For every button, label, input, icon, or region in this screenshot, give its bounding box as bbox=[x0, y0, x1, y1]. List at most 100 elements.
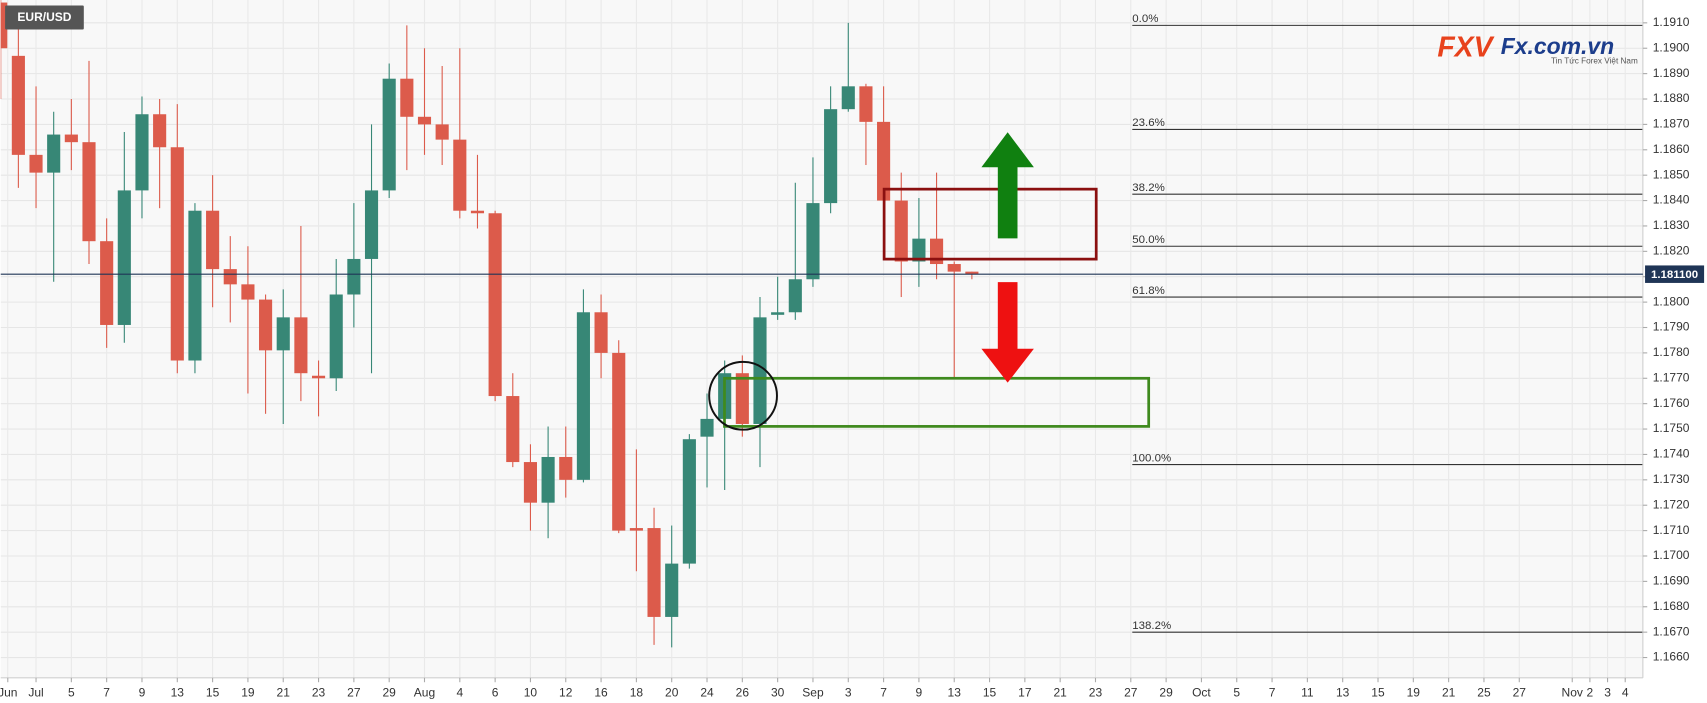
candle-body bbox=[947, 264, 961, 272]
x-tick-label: 10 bbox=[524, 685, 538, 699]
x-tick-label: 17 bbox=[1018, 685, 1032, 699]
y-tick-label: 1.1670 bbox=[1653, 624, 1690, 638]
x-tick-label: 30 bbox=[771, 685, 785, 699]
last-price-label: 1.181100 bbox=[1651, 269, 1698, 281]
fib-label: 23.6% bbox=[1132, 117, 1165, 129]
annotation-layer bbox=[708, 132, 1151, 431]
fib-layer: 0.0% 23.6% 38.2% 50.0% 61.8% 100.0% 138.2% bbox=[1132, 13, 1643, 633]
candle-body bbox=[735, 373, 749, 424]
symbol-badge bbox=[5, 5, 84, 30]
x-tick-label: 20 bbox=[665, 685, 679, 699]
candle-body bbox=[276, 317, 290, 351]
x-tick-label: 13 bbox=[948, 685, 962, 699]
x-tick-label: 21 bbox=[1053, 685, 1067, 699]
candle-body bbox=[0, 2, 8, 49]
y-tick-label: 1.1740 bbox=[1653, 447, 1690, 461]
x-tick-label: 4 bbox=[1622, 685, 1629, 699]
candle-body bbox=[859, 86, 873, 122]
x-tick-label: 27 bbox=[1513, 685, 1527, 699]
candle-body bbox=[206, 210, 220, 270]
candle-body bbox=[82, 142, 96, 242]
x-tick-label: 23 bbox=[312, 685, 326, 699]
candle-body bbox=[347, 258, 361, 295]
y-tick-label: 1.1750 bbox=[1653, 421, 1690, 435]
candle-body bbox=[47, 134, 61, 173]
candle-body bbox=[576, 312, 590, 480]
logo-brand: FXV bbox=[1437, 32, 1494, 64]
plot-area bbox=[0, 0, 1643, 678]
candle-body bbox=[559, 456, 573, 480]
x-tick-label: 2 bbox=[1587, 685, 1594, 699]
candle-body bbox=[806, 203, 820, 280]
y-tick-label: 1.1820 bbox=[1653, 244, 1690, 258]
x-tick-label: 9 bbox=[139, 685, 146, 699]
candle-body bbox=[64, 134, 78, 143]
candle-body bbox=[912, 238, 926, 262]
candle-body bbox=[417, 116, 432, 125]
x-tick-label: 23 bbox=[1089, 685, 1103, 699]
fib-label: 61.8% bbox=[1132, 285, 1165, 297]
fib-label: 138.2% bbox=[1132, 620, 1171, 632]
x-tick-label: 21 bbox=[277, 685, 291, 699]
candle-body bbox=[877, 121, 891, 201]
x-tick-label: 9 bbox=[916, 685, 923, 699]
logo: FXV Fx.com.vn Tin Tức Forex Việt Nam bbox=[1437, 32, 1638, 66]
logo-site: Fx.com.vn bbox=[1501, 33, 1614, 59]
candle-body bbox=[135, 114, 149, 191]
candle-body bbox=[329, 294, 343, 379]
candle-body bbox=[29, 154, 43, 173]
candle-body bbox=[788, 279, 802, 313]
x-tick-label: Oct bbox=[1192, 685, 1211, 699]
y-tick-label: 1.1760 bbox=[1653, 396, 1690, 410]
y-tick-label: 1.1790 bbox=[1653, 320, 1690, 334]
candle-body bbox=[682, 439, 696, 564]
x-tick-label: 27 bbox=[347, 685, 361, 699]
x-tick-label: 19 bbox=[241, 685, 255, 699]
candle-body bbox=[259, 299, 273, 351]
x-tick-label: 5 bbox=[68, 685, 75, 699]
x-tick-label: 26 bbox=[736, 685, 750, 699]
x-tick-label: 13 bbox=[171, 685, 185, 699]
fib-label: 38.2% bbox=[1132, 182, 1165, 194]
candle-body bbox=[629, 528, 643, 531]
candle-body bbox=[435, 124, 449, 140]
fib-label: 0.0% bbox=[1132, 13, 1158, 25]
y-tick-label: 1.1850 bbox=[1653, 167, 1690, 181]
candle-body bbox=[894, 200, 908, 262]
support-box bbox=[723, 376, 1151, 428]
x-tick-label: 29 bbox=[1159, 685, 1173, 699]
up-arrow bbox=[981, 132, 1034, 239]
highlight-circle bbox=[708, 360, 778, 431]
y-tick-label: 1.1690 bbox=[1653, 574, 1690, 588]
y-tick-label: 1.1680 bbox=[1653, 599, 1690, 613]
x-tick-label: 24 bbox=[700, 685, 714, 699]
fib-label: 50.0% bbox=[1132, 234, 1165, 246]
candle-body bbox=[753, 317, 767, 424]
y-tick-label: 1.1770 bbox=[1653, 370, 1690, 384]
candle-body bbox=[930, 238, 944, 265]
y-tick-label: 1.1910 bbox=[1653, 15, 1690, 29]
candle-body bbox=[541, 456, 555, 503]
y-tick-label: 1.1710 bbox=[1653, 523, 1690, 537]
x-tick-label: 7 bbox=[1269, 685, 1276, 699]
candle-body bbox=[700, 418, 714, 437]
y-tick-label: 1.1900 bbox=[1653, 40, 1690, 54]
candle-body bbox=[382, 78, 396, 191]
y-tick-label: 1.1720 bbox=[1653, 497, 1690, 511]
x-tick-label: Jul bbox=[28, 685, 43, 699]
y-tick-label: 1.1800 bbox=[1653, 294, 1690, 308]
x-tick-label: 4 bbox=[456, 685, 463, 699]
candle-body bbox=[841, 86, 855, 110]
candle-body bbox=[170, 147, 184, 361]
y-tick-label: 1.1870 bbox=[1653, 117, 1690, 131]
x-tick-label: 11 bbox=[1301, 685, 1314, 699]
fib-label: 100.0% bbox=[1132, 452, 1171, 464]
y-tick-label: 1.1780 bbox=[1653, 345, 1690, 359]
candle-body bbox=[11, 55, 25, 155]
grid-layer bbox=[0, 0, 1643, 678]
candle-body bbox=[294, 317, 308, 374]
x-tick-label: 5 bbox=[1233, 685, 1240, 699]
x-tick-label: 16 bbox=[594, 685, 608, 699]
x-tick-label: 7 bbox=[103, 685, 110, 699]
